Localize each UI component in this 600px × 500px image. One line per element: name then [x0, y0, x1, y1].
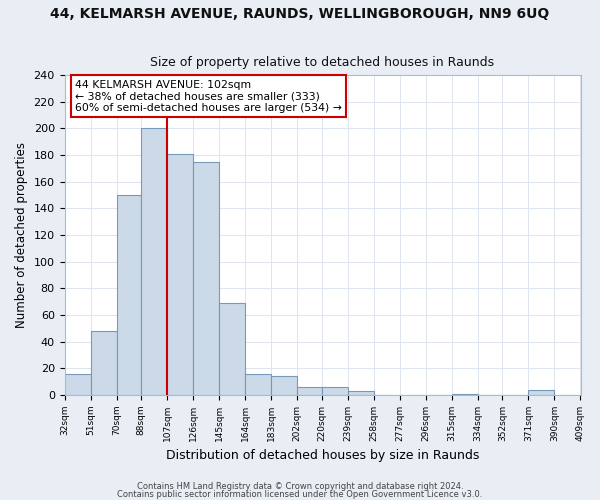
Bar: [219, 303, 245, 395]
X-axis label: Distribution of detached houses by size in Raunds: Distribution of detached houses by size …: [166, 450, 479, 462]
Bar: [245, 374, 271, 395]
Y-axis label: Number of detached properties: Number of detached properties: [15, 142, 28, 328]
Bar: [529, 390, 554, 395]
Bar: [65, 374, 91, 395]
Bar: [91, 331, 116, 395]
Text: Contains public sector information licensed under the Open Government Licence v3: Contains public sector information licen…: [118, 490, 482, 499]
Bar: [141, 128, 167, 395]
Bar: [167, 154, 193, 395]
Text: 44 KELMARSH AVENUE: 102sqm
← 38% of detached houses are smaller (333)
60% of sem: 44 KELMARSH AVENUE: 102sqm ← 38% of deta…: [75, 80, 342, 113]
Bar: [348, 391, 374, 395]
Bar: [297, 387, 322, 395]
Bar: [271, 376, 297, 395]
Bar: [452, 394, 478, 395]
Bar: [116, 195, 141, 395]
Bar: [322, 387, 348, 395]
Text: 44, KELMARSH AVENUE, RAUNDS, WELLINGBOROUGH, NN9 6UQ: 44, KELMARSH AVENUE, RAUNDS, WELLINGBORO…: [50, 8, 550, 22]
Title: Size of property relative to detached houses in Raunds: Size of property relative to detached ho…: [151, 56, 494, 70]
Text: Contains HM Land Registry data © Crown copyright and database right 2024.: Contains HM Land Registry data © Crown c…: [137, 482, 463, 491]
Bar: [193, 162, 219, 395]
